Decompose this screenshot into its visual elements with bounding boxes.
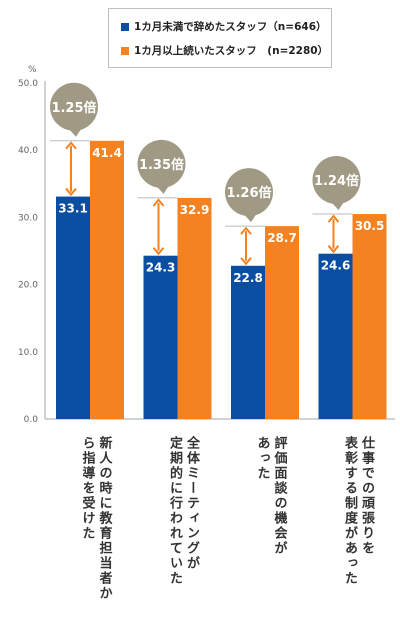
bar-series-2 xyxy=(90,140,124,420)
data-label-series-1: 24.6 xyxy=(321,259,351,273)
bar-series-2 xyxy=(177,197,212,419)
ratio-bubble xyxy=(137,139,186,188)
data-label-series-1: 33.1 xyxy=(58,202,88,216)
legend: 1カ月未満で辞めたスタッフ（n=646） 1カ月以上続いたスタッフ (n=228… xyxy=(108,8,332,68)
legend-label-series-2: 1カ月以上続いたスタッフ (n=2280） xyxy=(134,45,329,57)
ratio-label: 1.26倍 xyxy=(226,185,271,201)
x-tick-label: あった xyxy=(255,436,270,481)
bar-series-2 xyxy=(352,214,387,419)
bar-series-1 xyxy=(231,265,265,419)
ratio-bubble xyxy=(50,82,98,131)
legend-label-series-1: 1カ月未満で辞めたスタッフ（n=646） xyxy=(134,21,327,33)
bar-series-1 xyxy=(318,253,353,419)
ratio-label: 1.35倍 xyxy=(139,157,184,173)
y-unit-label: % xyxy=(28,65,37,75)
y-tick-label: 50.0 xyxy=(18,79,38,89)
x-tick-label: 新人の時に教育担当者か xyxy=(97,435,114,601)
ratio-arrow-head-top xyxy=(152,198,165,207)
legend-item-series-2: 1カ月以上続いたスタッフ (n=2280） xyxy=(121,43,328,58)
x-tick-label: 全体ミーティングが xyxy=(184,435,201,571)
data-label-series-2: 28.7 xyxy=(267,231,297,245)
data-label-series-2: 30.5 xyxy=(355,219,385,233)
ratio-arrow-head-bottom xyxy=(152,247,165,256)
ratio-arrow-head-bottom xyxy=(65,187,77,197)
data-label-series-1: 24.3 xyxy=(146,261,176,275)
y-tick-label: 30.0 xyxy=(18,213,38,223)
legend-swatch-series-2 xyxy=(121,46,129,55)
x-tick-label: ら指導を受けた xyxy=(80,436,96,541)
ratio-arrow-head-top xyxy=(240,226,252,235)
ratio-bubble xyxy=(225,168,273,217)
data-label-series-1: 22.8 xyxy=(233,271,263,285)
bar-series-1 xyxy=(56,196,90,419)
data-label-series-2: 41.4 xyxy=(92,146,122,160)
legend-item-series-1: 1カ月未満で辞めたスタッフ（n=646） xyxy=(121,19,327,34)
x-tick-label: 定期的に行われていた xyxy=(167,435,184,586)
y-tick-label: 20.0 xyxy=(18,281,38,291)
ratio-arrow-head-bottom xyxy=(327,245,340,254)
ratio-label: 1.24倍 xyxy=(314,173,359,189)
y-tick-label: 0.0 xyxy=(24,415,39,425)
bar-series-2 xyxy=(265,226,299,419)
x-tick-label: 仕事での頑張りを xyxy=(359,435,376,556)
ratio-arrow-head-bottom xyxy=(240,257,252,266)
legend-swatch-series-1 xyxy=(121,22,129,31)
y-tick-label: 10.0 xyxy=(18,348,38,358)
y-tick-label: 40.0 xyxy=(18,146,38,156)
ratio-arrow-head-top xyxy=(327,214,340,223)
x-tick-label: 表彰する制度があった xyxy=(342,435,359,586)
bar-series-1 xyxy=(143,255,178,419)
x-tick-label: 評価面談の機会が xyxy=(272,435,289,556)
ratio-bubble xyxy=(312,156,361,205)
data-label-series-2: 32.9 xyxy=(180,203,210,217)
ratio-label: 1.25倍 xyxy=(51,100,96,116)
ratio-arrow-head-top xyxy=(65,141,77,150)
